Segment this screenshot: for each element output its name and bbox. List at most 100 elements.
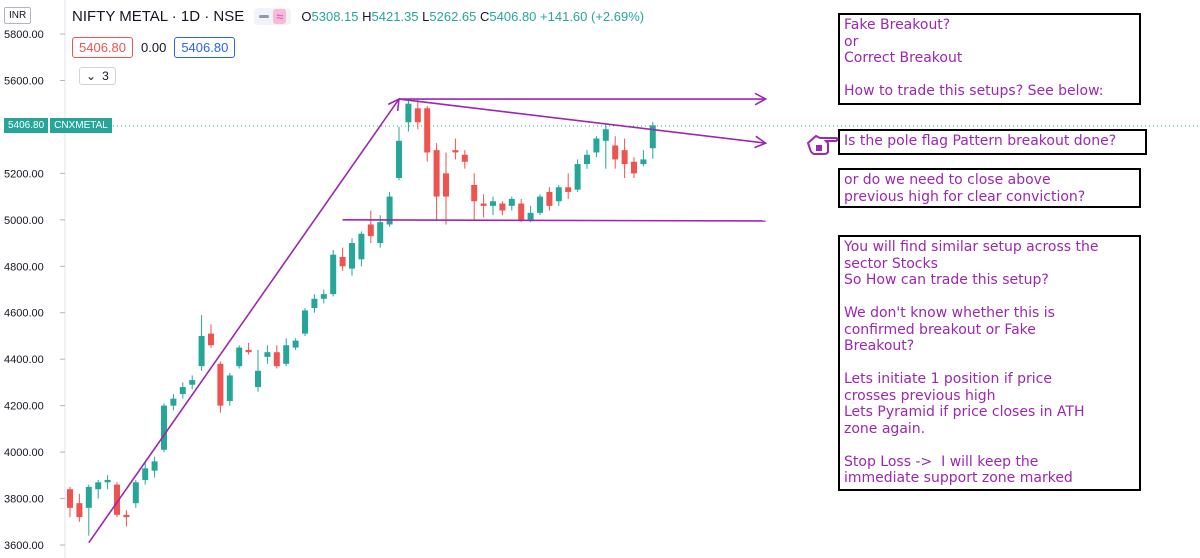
note-line: sector Stocks <box>844 255 938 272</box>
candle-body <box>396 140 402 179</box>
currency-label[interactable]: INR <box>4 7 32 24</box>
note-pole-flag-question: Is the pole flag Pattern breakout done? <box>838 129 1147 155</box>
note-trade-plan: You will find similar setup across the se… <box>838 235 1141 491</box>
candle-body <box>132 482 139 504</box>
candle-body <box>339 256 346 267</box>
candle-body <box>236 347 243 367</box>
candle-body <box>283 345 290 364</box>
candle-body <box>490 201 496 206</box>
candle-body <box>292 340 299 348</box>
spread-value: 0.00 <box>141 40 167 55</box>
indicators-collapse-button[interactable]: ⌄ 3 <box>79 67 116 85</box>
price-axis[interactable]: 5800.005600.005400.005200.005000.004800.… <box>4 29 65 552</box>
candle-body <box>123 514 130 518</box>
note-line: You will find similar setup across the <box>844 239 1099 255</box>
order-prices: 5406.80 0.00 5406.80 <box>72 37 236 58</box>
note-line: Fake Breakout? <box>844 17 951 33</box>
candle-body <box>631 161 637 174</box>
candle-body <box>170 398 177 406</box>
candle-body <box>499 203 506 211</box>
note-line: Breakout? <box>844 338 915 354</box>
note-line: How to trade this setups? See below: <box>844 83 1104 99</box>
note-line: immediate support zone marked <box>844 470 1073 486</box>
candle-body <box>593 138 600 153</box>
note-line <box>844 289 1135 306</box>
y-tick-label: 5800.00 <box>4 29 44 41</box>
change-value: +141.60 (+2.69%) <box>540 9 645 24</box>
y-tick-label: 4000.00 <box>4 447 44 459</box>
y-tick-label: 4600.00 <box>4 308 44 320</box>
wave-icon[interactable]: ≈ <box>273 9 287 24</box>
note-close-above-question: or do we need to close above previous hig… <box>838 168 1141 208</box>
eye-icon[interactable] <box>259 15 270 18</box>
pointing-hand-icon <box>806 134 839 155</box>
candle-body <box>142 468 149 480</box>
candle-body <box>414 108 421 123</box>
note-line <box>844 355 1135 372</box>
last-price-tag: 5406.80 CNXMETAL <box>4 118 112 133</box>
candle-body <box>518 203 525 220</box>
candle-body <box>480 203 487 206</box>
candle-body <box>273 352 280 367</box>
candle-body <box>226 375 233 401</box>
symbol-title[interactable]: NIFTY METAL · 1D · NSE <box>72 8 245 25</box>
note-line: Is the pole flag Pattern breakout done? <box>844 133 1117 149</box>
candle-body <box>151 461 158 471</box>
open-value: 5308.15 <box>311 9 359 24</box>
close-key: C <box>480 9 490 24</box>
last-price-value: 5406.80 <box>4 118 49 133</box>
candle-body <box>76 503 83 518</box>
visibility-toggle[interactable]: ≈ <box>254 8 292 25</box>
candle-body <box>565 187 572 192</box>
low-value: 5262.65 <box>429 9 477 24</box>
candle-body <box>302 310 308 334</box>
candle-body <box>555 187 562 202</box>
ohlc-values: O5308.15 H5421.35 L5262.65 C5406.80 +141… <box>301 9 644 24</box>
support-line <box>342 219 766 222</box>
candle-body <box>452 150 459 153</box>
note-line: Lets Pyramid if price closes in ATH <box>844 404 1085 420</box>
note-line: Lets initiate 1 position if price <box>844 371 1052 387</box>
candle-body <box>208 333 214 346</box>
candle-body <box>367 224 374 237</box>
candle-body <box>358 233 365 260</box>
candle-body <box>386 196 393 225</box>
note-line: previous high for clear conviction? <box>844 188 1086 205</box>
candle-body <box>161 405 167 450</box>
candle-body <box>621 150 628 165</box>
candle-body <box>377 222 384 244</box>
candle-body <box>67 489 73 508</box>
candle-body <box>612 145 619 160</box>
note-line: Correct Breakout <box>844 50 963 66</box>
candle-body <box>471 184 478 202</box>
candle-body <box>640 159 647 165</box>
indicator-count: 3 <box>102 69 109 83</box>
candle-body <box>424 108 431 153</box>
note-line: or do we need to close above <box>844 172 1051 188</box>
candle-body <box>602 129 609 141</box>
buy-price-button[interactable]: 5406.80 <box>174 37 236 58</box>
close-value: 5406.80 <box>489 9 537 24</box>
y-tick-label: 3600.00 <box>4 540 44 552</box>
candle-body <box>461 154 468 162</box>
candle-body <box>245 349 252 353</box>
note-line <box>844 437 1135 454</box>
chevron-down-icon: ⌄ <box>86 69 97 83</box>
y-tick-label: 5600.00 <box>4 75 44 87</box>
candle-body <box>584 154 590 165</box>
candle-body <box>546 191 553 206</box>
candle-body <box>255 370 261 388</box>
note-line: crosses previous high <box>844 387 996 404</box>
candle-body <box>330 254 337 295</box>
candle-body <box>189 380 196 385</box>
high-value: 5421.35 <box>371 9 419 24</box>
sell-price-button[interactable]: 5406.80 <box>72 37 133 58</box>
candle-body <box>114 484 120 515</box>
candle-body <box>320 294 327 299</box>
candle-body <box>217 363 224 406</box>
y-tick-label: 4400.00 <box>4 354 44 366</box>
high-key: H <box>362 9 372 24</box>
candle-body <box>508 198 515 206</box>
candle-body <box>405 103 412 123</box>
